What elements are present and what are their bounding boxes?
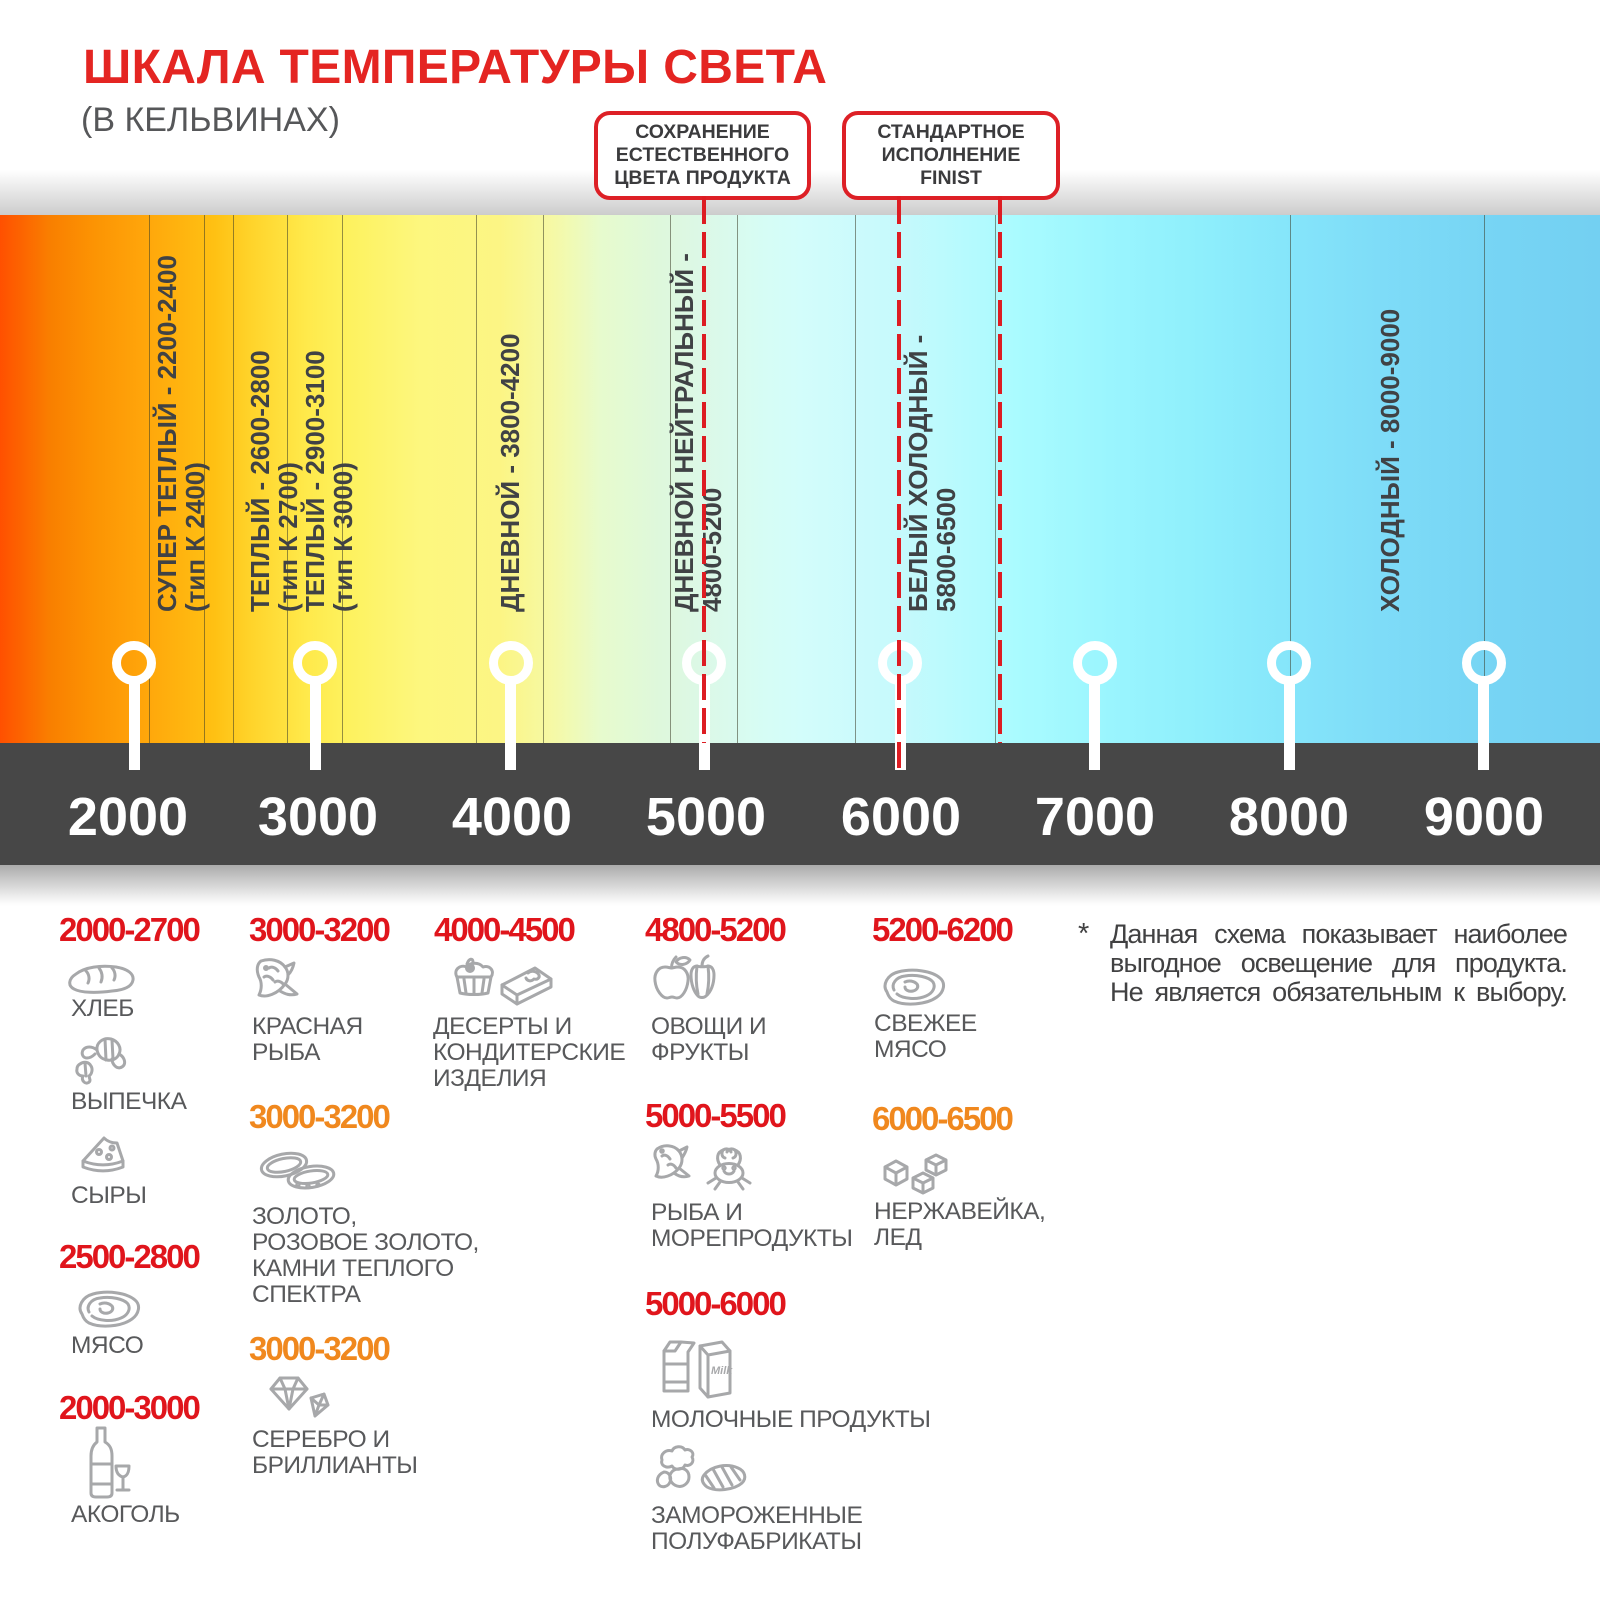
svg-text:Milk: Milk bbox=[711, 1365, 733, 1377]
